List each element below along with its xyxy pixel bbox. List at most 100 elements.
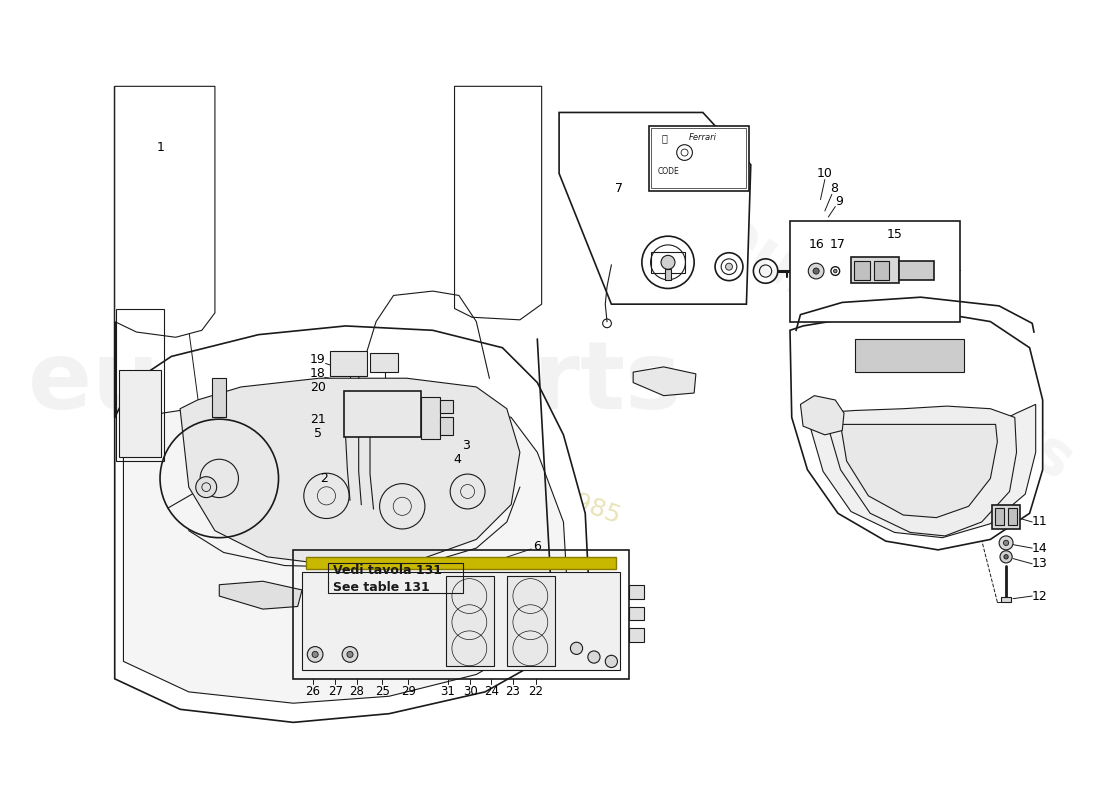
Text: 27: 27: [328, 685, 343, 698]
Polygon shape: [114, 86, 214, 338]
Bar: [651, 128, 747, 188]
Text: 18: 18: [310, 367, 326, 380]
Bar: [650, 252, 685, 273]
Text: CODE: CODE: [658, 167, 680, 176]
Polygon shape: [790, 313, 1043, 550]
Text: 4: 4: [453, 453, 461, 466]
Bar: [899, 261, 934, 280]
Bar: [446, 576, 494, 666]
Text: 28: 28: [350, 685, 364, 698]
Bar: [994, 508, 1004, 526]
Bar: [992, 505, 1020, 529]
Bar: [629, 606, 645, 621]
Polygon shape: [801, 396, 844, 435]
Circle shape: [312, 651, 318, 658]
Polygon shape: [219, 582, 302, 609]
Circle shape: [605, 655, 617, 667]
Circle shape: [808, 263, 824, 279]
Text: 20: 20: [310, 382, 326, 394]
Text: 21: 21: [310, 413, 326, 426]
Polygon shape: [840, 424, 998, 518]
Circle shape: [726, 263, 733, 270]
Text: 9: 9: [835, 195, 843, 208]
Circle shape: [342, 646, 358, 662]
Text: 15: 15: [887, 228, 902, 241]
Text: 14: 14: [1032, 542, 1047, 554]
Text: 26: 26: [305, 685, 320, 698]
Bar: [330, 351, 366, 376]
Circle shape: [1000, 550, 1012, 563]
Bar: [507, 576, 554, 666]
Bar: [420, 398, 440, 439]
Text: 22: 22: [528, 685, 543, 698]
Circle shape: [571, 642, 583, 654]
Circle shape: [587, 651, 600, 663]
Text: 5: 5: [314, 426, 321, 440]
Bar: [664, 270, 671, 280]
Bar: [790, 222, 960, 322]
Circle shape: [346, 651, 353, 658]
Text: 29: 29: [400, 685, 416, 698]
Polygon shape: [114, 86, 590, 722]
Bar: [302, 572, 620, 670]
Text: 6: 6: [534, 540, 541, 553]
Text: 19: 19: [310, 354, 326, 366]
Polygon shape: [454, 86, 541, 320]
Bar: [119, 370, 161, 457]
Circle shape: [813, 268, 820, 274]
Bar: [212, 378, 227, 418]
Bar: [649, 126, 749, 191]
Bar: [856, 339, 965, 372]
Text: Ferrari: Ferrari: [689, 134, 717, 142]
Text: 23: 23: [506, 685, 520, 698]
Text: 25: 25: [375, 685, 389, 698]
Text: 10: 10: [817, 167, 833, 180]
Bar: [440, 400, 453, 413]
Text: 17: 17: [830, 238, 846, 251]
Text: 16: 16: [808, 238, 824, 251]
Text: 30: 30: [463, 685, 477, 698]
Polygon shape: [180, 378, 520, 566]
Polygon shape: [807, 404, 1036, 538]
Text: europaparts: europaparts: [28, 337, 681, 429]
Circle shape: [999, 536, 1013, 550]
Bar: [440, 418, 453, 435]
Text: 12: 12: [1032, 590, 1047, 602]
Bar: [851, 257, 899, 283]
Bar: [873, 261, 889, 280]
Polygon shape: [123, 396, 568, 703]
Bar: [370, 353, 398, 372]
Text: Vedi tavola 131
See table 131: Vedi tavola 131 See table 131: [332, 564, 441, 594]
Text: 2: 2: [320, 472, 328, 485]
Circle shape: [1004, 554, 1009, 559]
Text: 1: 1: [157, 141, 165, 154]
Polygon shape: [825, 406, 1016, 536]
Bar: [294, 550, 629, 679]
Text: 3: 3: [462, 439, 470, 452]
Text: a passion for parts since 1985: a passion for parts since 1985: [260, 376, 624, 528]
Circle shape: [834, 270, 837, 273]
Text: 7: 7: [615, 182, 624, 194]
Text: 31: 31: [440, 685, 455, 698]
Polygon shape: [559, 113, 751, 304]
Circle shape: [1003, 540, 1009, 546]
Text: 24: 24: [484, 685, 498, 698]
Circle shape: [196, 477, 217, 498]
Bar: [855, 261, 870, 280]
Bar: [629, 585, 645, 598]
Bar: [344, 391, 420, 437]
Bar: [328, 563, 463, 594]
Circle shape: [661, 255, 675, 270]
Bar: [1008, 508, 1018, 526]
Bar: [1001, 597, 1011, 602]
Text: 🐴: 🐴: [661, 133, 668, 142]
Text: since 1985: since 1985: [788, 304, 1002, 470]
Text: europaparts: europaparts: [705, 202, 1085, 493]
Polygon shape: [634, 367, 696, 396]
Circle shape: [307, 646, 323, 662]
Bar: [117, 309, 164, 461]
Bar: [307, 557, 616, 569]
Text: 13: 13: [1032, 558, 1047, 570]
Text: 11: 11: [1032, 515, 1047, 529]
Text: 8: 8: [830, 182, 838, 194]
